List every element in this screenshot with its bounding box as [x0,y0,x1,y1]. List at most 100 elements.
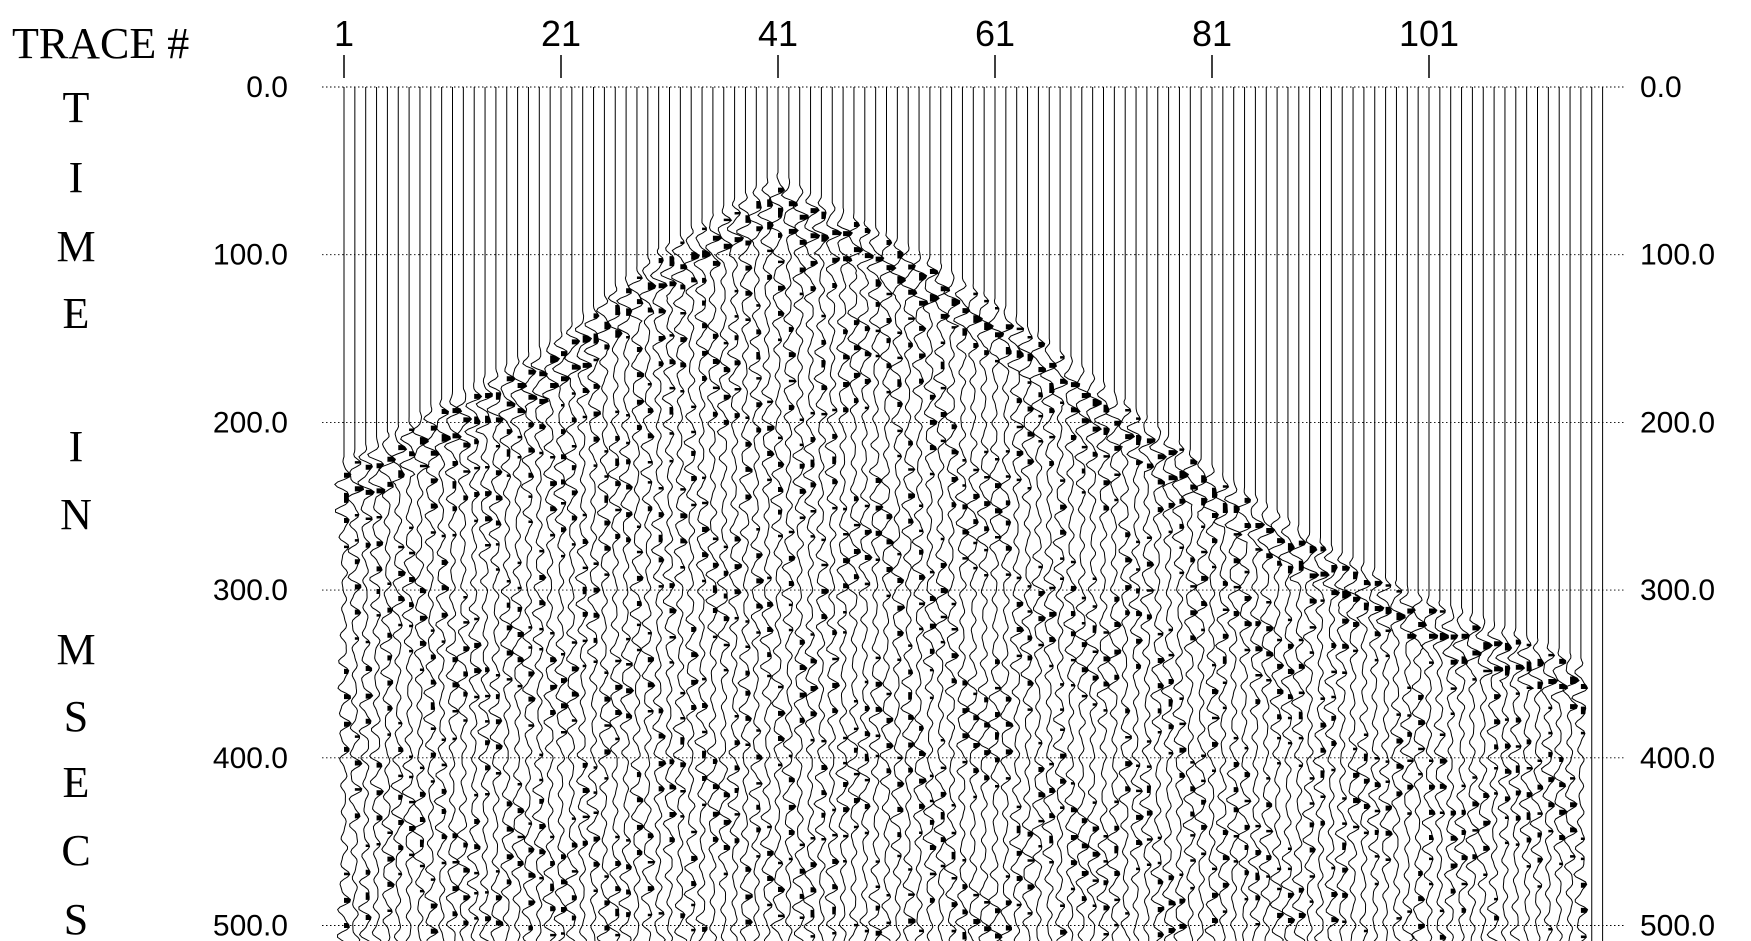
trace-48-lobe [853,372,861,378]
trace-63-lobe [1016,398,1022,404]
trace-74-lobe [1136,568,1141,571]
trace-58-lobe [962,308,970,314]
trace-34-lobe [702,250,711,258]
trace-71-lobe [1103,631,1110,634]
trace-11-lobe [452,460,458,466]
trace-94-lobe [1353,649,1358,653]
trace-9-lobe [430,878,435,881]
trace-82-lobe [1222,910,1228,913]
trace-17-lobe [517,835,525,839]
trace-50 [866,87,885,941]
trace-22 [564,87,581,941]
trace-10-lobe [441,808,446,814]
trace-34-lobe [702,926,708,932]
trace-90-lobe [1309,875,1315,878]
trace-35-lobe [712,411,718,417]
trace-8-lobe [419,615,428,621]
trace-64 [1017,87,1036,941]
trace-70-lobe [1092,398,1102,407]
trace-76-lobe [1157,479,1165,485]
trace-11-lobe [452,833,458,839]
trace-96 [1366,87,1385,941]
trace-76-lobe [1157,632,1164,636]
trace-85-lobe [1255,872,1260,881]
trace-27-lobe [626,864,632,870]
trace-33-lobe [691,704,697,711]
trace-23-lobe [582,538,588,544]
trace-94-lobe [1353,747,1357,751]
trace-112 [1540,87,1559,941]
trace-72-lobe [1114,923,1119,927]
trace-53-lobe [908,742,914,748]
trace-11-lobe [452,533,457,537]
trace-56-lobe [940,738,945,742]
trace-44-lobe [810,208,819,214]
trace-82-lobe [1222,580,1228,586]
trace-40-lobe [767,903,773,907]
trace-95-lobe [1363,803,1371,809]
trace-26-lobe [615,458,619,466]
trace-65-lobe [1038,590,1045,596]
trace-39-lobe [756,427,762,433]
trace-75-lobe [1146,438,1156,444]
trace-84 [1235,87,1253,941]
trace-110 [1516,87,1535,941]
trace-93-lobe [1342,565,1350,571]
trace-87-lobe [1277,638,1282,642]
trace-103-lobe [1450,835,1458,841]
trace-86-lobe [1266,802,1273,808]
trace-13-lobe [474,466,480,470]
trace-69-lobe [1081,491,1086,494]
trace-51-lobe [886,743,894,749]
trace-33-lobe [691,679,699,685]
trace-115-lobe [1580,731,1585,735]
trace-56-lobe [940,386,947,390]
trace-48-lobe [853,320,860,326]
trace-49-lobe [864,227,871,234]
trace-13-lobe [474,642,482,648]
trace-29-lobe [647,506,653,512]
trace-109-lobe [1515,717,1522,723]
trace-49-lobe [864,378,871,384]
trace-19-lobe [539,876,544,880]
trace-72-lobe [1114,596,1120,602]
trace-12-lobe [463,595,468,599]
trace-27-lobe [626,839,631,842]
trace-106-lobe [1483,873,1488,877]
trace-41-lobe [778,509,782,515]
trace-8-lobe [419,816,425,822]
trace-12-lobe [463,842,468,848]
trace-73-lobe [1125,557,1132,563]
trace-78-lobe [1179,898,1186,904]
trace-38-lobe [745,690,751,696]
trace-101-lobe [1429,661,1434,664]
trace-40-lobe [767,850,774,856]
trace-53-lobe [908,893,915,896]
trace-18-lobe [528,646,532,649]
trace-32-lobe [680,241,685,245]
trace-111-lobe [1537,759,1542,762]
trace-27-lobe [626,441,630,445]
trace-54-lobe [919,725,924,731]
trace-110-lobe [1526,767,1533,770]
trace-102-lobe [1439,811,1445,814]
trace-113-lobe [1559,809,1567,815]
trace-35-lobe [712,358,721,364]
trace-89-lobe [1298,560,1304,571]
trace-61-lobe [995,508,1003,514]
trace-78-lobe [1179,448,1184,451]
trace-60-lobe [984,697,989,703]
trace-80-lobe [1201,525,1206,529]
trace-22-lobe [571,392,576,395]
trace-25-lobe [604,450,608,453]
trace-70-lobe [1092,851,1101,857]
trace-23-lobe [582,586,587,595]
trace-1-lobe [344,746,350,752]
trace-78-lobe [1179,772,1185,778]
trace-58-lobe [962,859,966,862]
trace-99-lobe [1407,731,1412,737]
trace-54-lobe [919,273,927,281]
trace-49-lobe [864,253,874,259]
trace-50-lobe [875,354,880,358]
trace-93-lobe [1342,618,1350,624]
